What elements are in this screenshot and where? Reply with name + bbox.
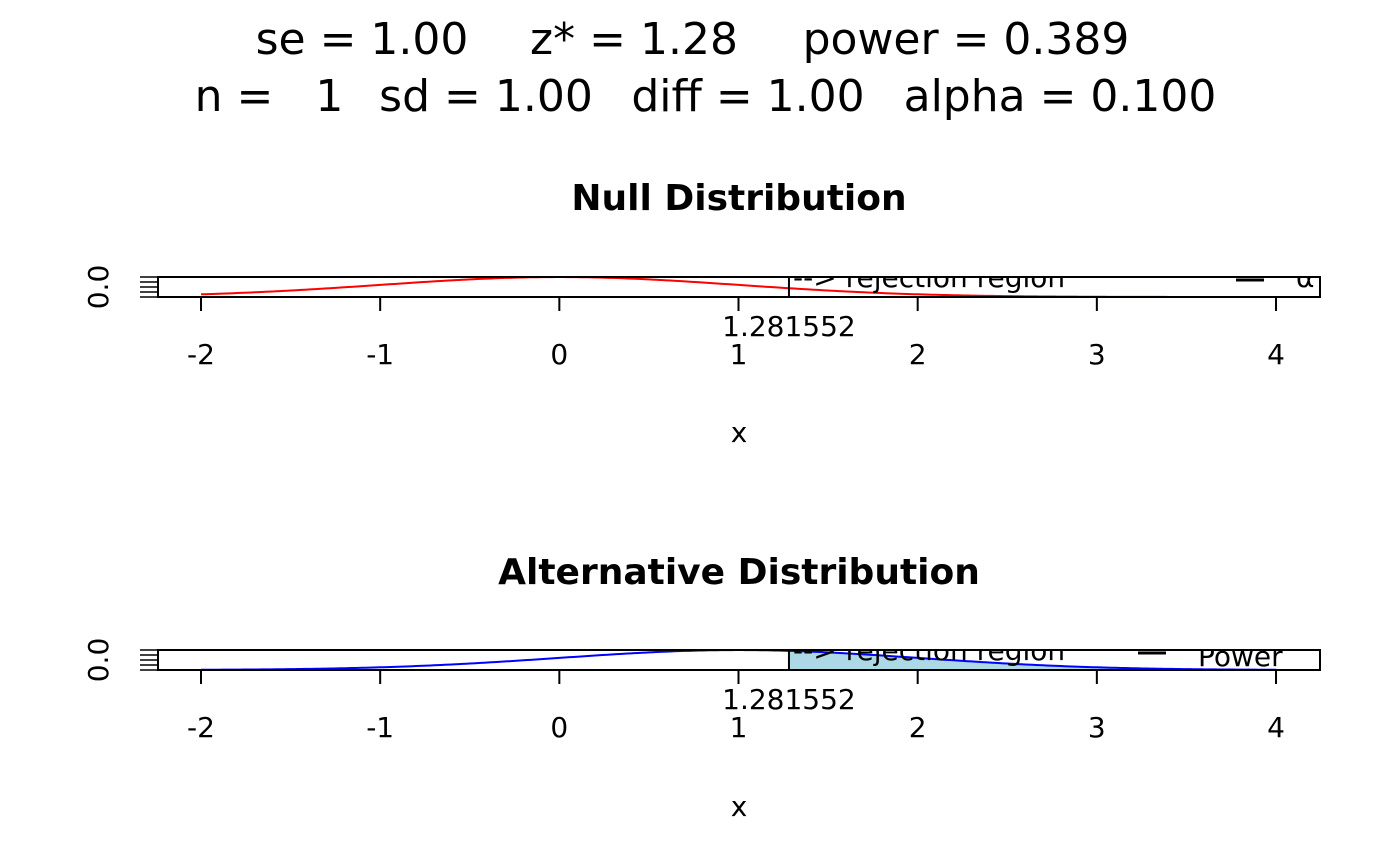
- null-x-tick-label: 0: [550, 338, 568, 371]
- alt-density-curve: [200, 650, 1277, 670]
- null-critical-label: 1.281552: [722, 310, 856, 343]
- alt-x-tick-label: -2: [187, 711, 215, 744]
- null-x-tick-label: -2: [187, 338, 215, 371]
- alternative-distribution-panel: Alternative Distribution --> rejection r…: [82, 552, 1321, 823]
- null-x-axis-label: x: [731, 416, 748, 449]
- header-se: se = 1.00: [256, 14, 469, 65]
- null-x-tick-label: 4: [1267, 338, 1285, 371]
- alt-y-tick-label: 0.0: [82, 638, 115, 683]
- null-x-tick-label: 3: [1088, 338, 1106, 371]
- null-x-tick-label: 1: [730, 338, 748, 371]
- header-zstar: z* = 1.28: [530, 14, 738, 65]
- alt-x-tick-label: 3: [1088, 711, 1106, 744]
- null-legend-rejection: --> rejection region: [793, 261, 1065, 294]
- alt-panel-title: Alternative Distribution: [498, 552, 980, 593]
- alt-x-tick-label: 1: [730, 711, 748, 744]
- alt-legend-rejection: --> rejection region: [793, 634, 1065, 667]
- null-x-ticks: -2 -1 0 1 2 3 4: [187, 297, 1285, 371]
- header-sd: sd = 1.00: [379, 71, 593, 122]
- null-y-tick-label: 0.0: [82, 265, 115, 310]
- power-shaded-region: [788, 650, 1320, 670]
- null-y-ticks: [140, 276, 159, 298]
- null-distribution-panel: Null Distribution --> rejection region α…: [82, 178, 1321, 449]
- alt-x-tick-label: 2: [909, 711, 927, 744]
- header-n: n = 1: [195, 71, 344, 122]
- alt-x-axis-label: x: [731, 790, 748, 823]
- null-x-tick-label: -1: [366, 338, 394, 371]
- null-panel-title: Null Distribution: [571, 178, 906, 219]
- alt-y-ticks: [140, 649, 159, 671]
- alt-x-tick-label: -1: [366, 711, 394, 744]
- header-power: power = 0.389: [803, 14, 1130, 65]
- alt-x-tick-label: 4: [1267, 711, 1285, 744]
- alt-critical-label: 1.281552: [722, 683, 856, 716]
- alt-legend-power: Power: [1198, 640, 1283, 673]
- alt-x-ticks: -2 -1 0 1 2 3 4: [187, 670, 1285, 744]
- null-density-curve: [200, 277, 1277, 297]
- header-alpha: alpha = 0.100: [904, 71, 1217, 122]
- null-x-tick-label: 2: [909, 338, 927, 371]
- null-plot-box: [157, 276, 1321, 298]
- header-diff: diff = 1.00: [631, 71, 864, 122]
- alt-x-tick-label: 0: [550, 711, 568, 744]
- null-legend-alpha: α: [1296, 261, 1314, 294]
